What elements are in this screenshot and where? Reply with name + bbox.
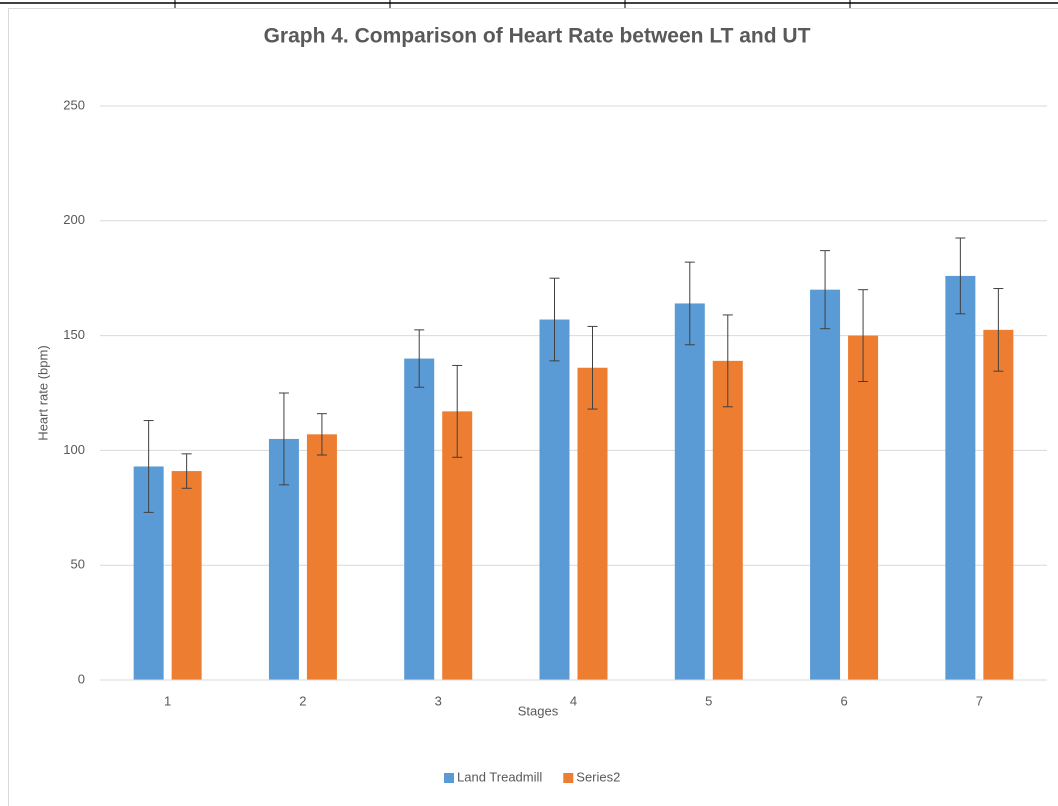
legend-swatch [444, 773, 454, 783]
error-bar [722, 314, 733, 408]
error-bar [452, 364, 463, 458]
error-bar [414, 329, 425, 388]
error-bar [820, 250, 831, 330]
bar [945, 275, 976, 680]
legend-swatch [563, 773, 574, 783]
y-tick-label: 250 [63, 97, 85, 112]
bar [577, 367, 608, 680]
x-tick-label: 6 [840, 693, 847, 708]
error-bar [143, 420, 154, 513]
x-tick-label: 1 [164, 693, 171, 708]
error-bar [684, 261, 695, 346]
error-bar [549, 277, 560, 362]
error-bar [587, 325, 598, 410]
x-tick-label: 3 [435, 693, 442, 708]
error-bar [858, 289, 869, 383]
legend-label: Land Treadmill [457, 769, 542, 784]
y-tick-label: 0 [78, 671, 85, 686]
bar [674, 303, 705, 680]
bar [539, 319, 570, 680]
error-bar [181, 453, 192, 489]
error-bar [278, 392, 289, 486]
x-tick-label: 5 [705, 693, 712, 708]
y-tick-label: 150 [63, 327, 85, 342]
chart-border [8, 8, 1058, 806]
bar [306, 434, 337, 680]
x-tick-label: 4 [570, 693, 577, 708]
x-tick-label: 2 [299, 693, 306, 708]
y-tick-label: 200 [63, 212, 85, 227]
chart-title: Graph 4. Comparison of Heart Rate betwee… [264, 25, 811, 48]
bar [848, 335, 879, 680]
legend-label: Series2 [576, 769, 620, 784]
x-tick-label: 7 [976, 693, 983, 708]
x-axis-label: Stages [518, 703, 559, 718]
error-bar [316, 413, 327, 456]
y-axis-label: Heart rate (bpm) [35, 345, 50, 440]
bar [810, 289, 841, 680]
bar [983, 329, 1014, 680]
error-bar [955, 237, 966, 315]
bar [171, 471, 202, 680]
error-bar [993, 288, 1004, 372]
y-tick-label: 100 [63, 442, 85, 457]
bar [404, 358, 435, 680]
y-tick-label: 50 [71, 557, 85, 572]
bar [712, 360, 743, 680]
